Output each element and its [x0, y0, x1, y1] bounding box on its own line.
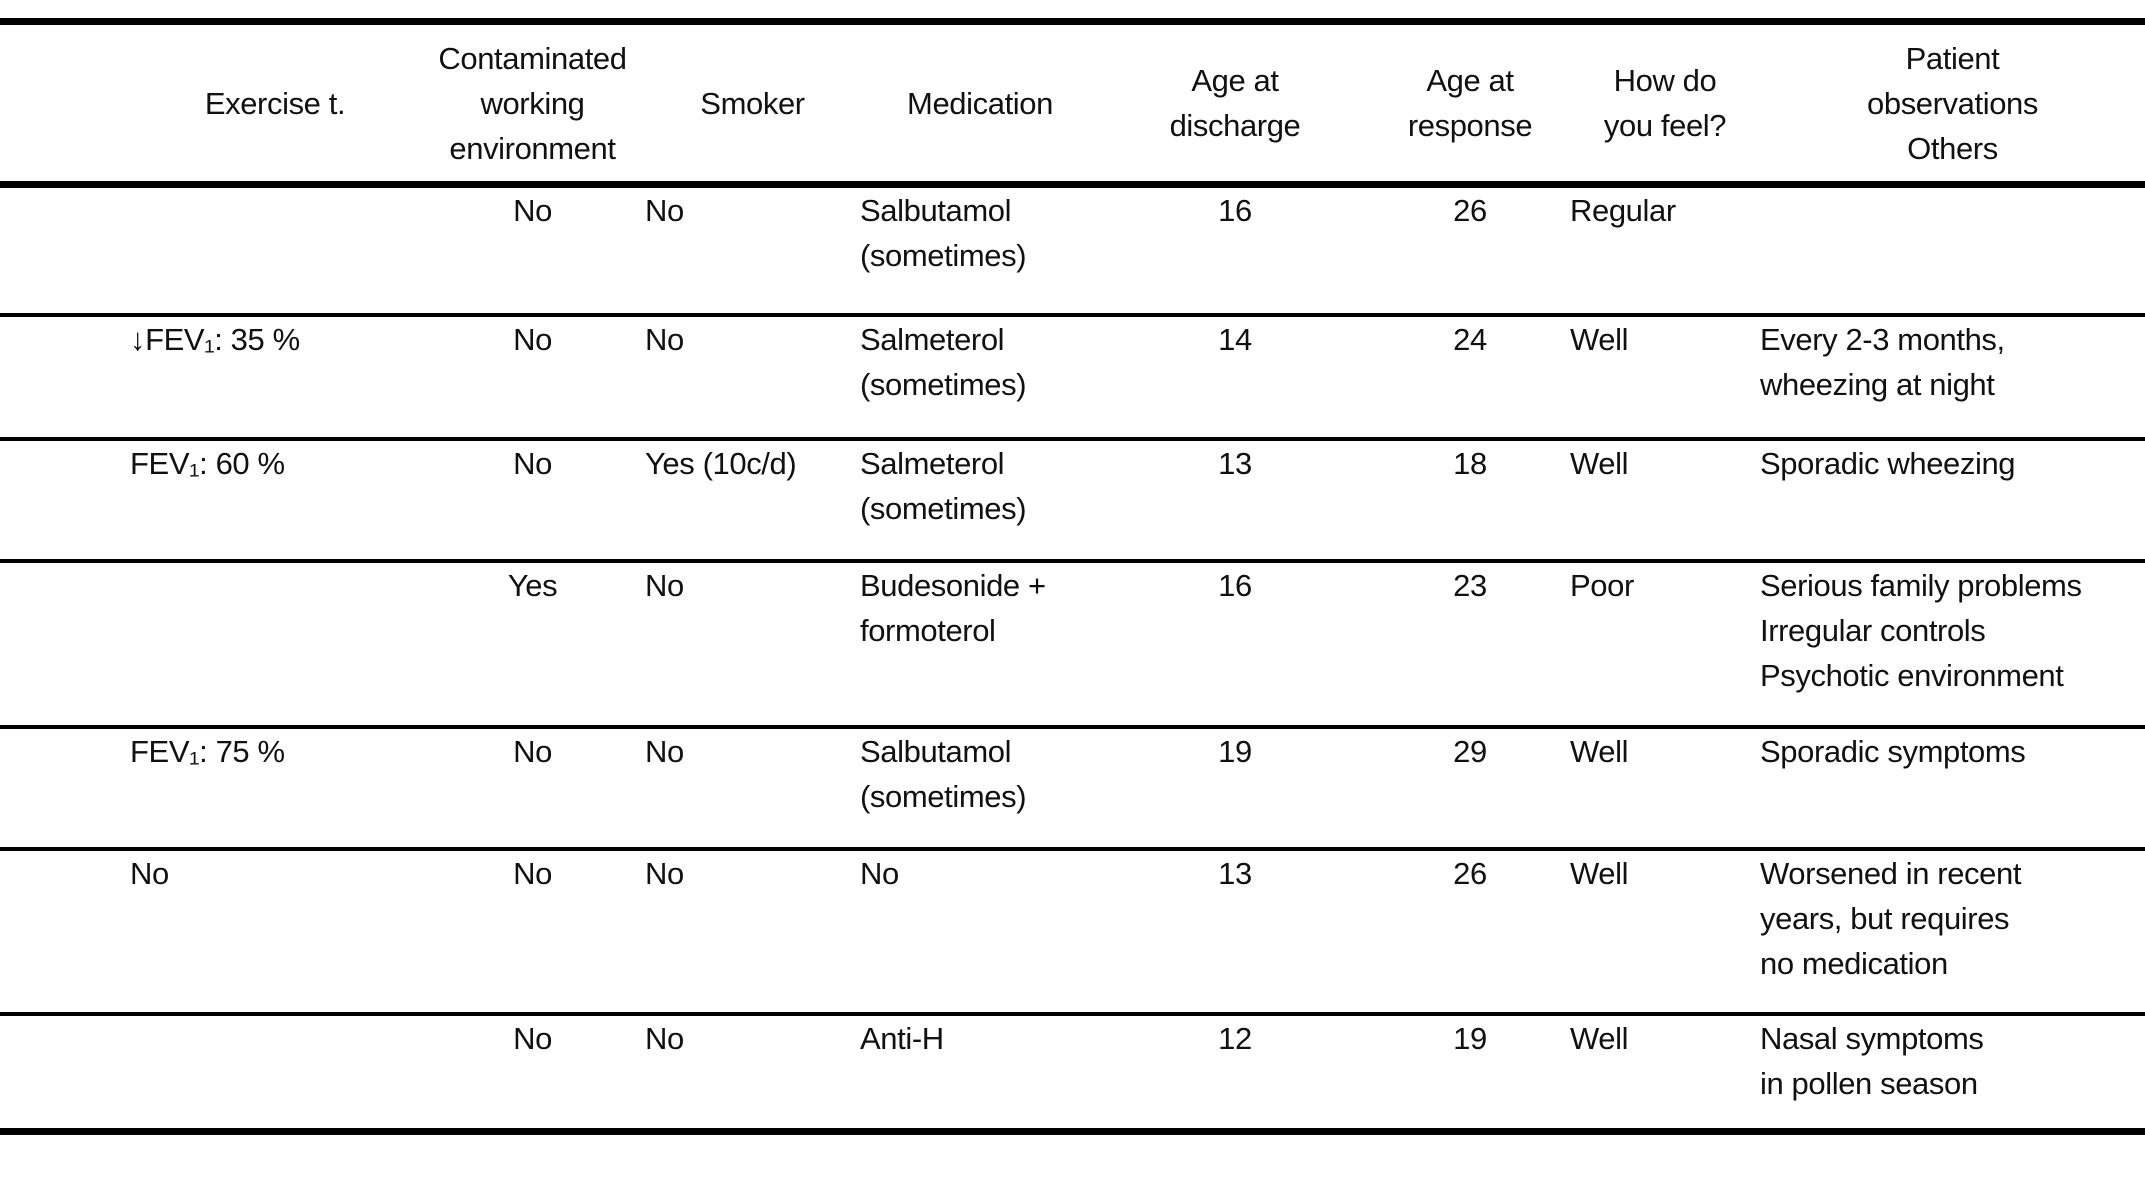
cell-patient-observations: Sporadic wheezing [1760, 445, 2016, 481]
cell-how-do-you-feel: Poor [1570, 567, 1634, 603]
table-header-row: Exercise t. Contaminated working environ… [0, 21, 2145, 185]
table-row: Yes No Budesonide + formoterol 16 23 Poo… [0, 561, 2145, 727]
cell-index [0, 185, 130, 315]
cell-patient-observations: Serious family problems Irregular contro… [1760, 567, 2082, 693]
cell-age-at-discharge: 19 [1218, 733, 1252, 769]
column-header-contaminated-environment: Contaminated working environment [438, 40, 627, 166]
column-header-medication: Medication [907, 85, 1053, 121]
cell-exercise-test: FEV₁: 60 % [130, 445, 285, 481]
cell-patient-observations: Worsened in recent years, but requires n… [1760, 855, 2022, 981]
cell-how-do-you-feel: Regular [1570, 193, 1676, 228]
column-header-patient-observations: Patient observations Others [1867, 40, 2038, 166]
cell-medication: Salbutamol (sometimes) [860, 733, 1027, 814]
cell-smoker: No [645, 733, 684, 769]
cell-contaminated-environment: No [513, 321, 552, 357]
cell-how-do-you-feel: Well [1570, 321, 1629, 357]
cell-contaminated-environment: No [513, 733, 552, 769]
table-row: FEV₁: 75 % No No Salbutamol (sometimes) … [0, 727, 2145, 849]
table-row: No No Anti-H 12 19 Well Nasal symptoms i… [0, 1014, 2145, 1132]
cell-age-at-response: 29 [1453, 733, 1487, 769]
cell-exercise-test [130, 185, 420, 315]
table-row: No No Salbutamol (sometimes) 16 26 Regul… [0, 185, 2145, 315]
cell-age-at-discharge: 13 [1218, 445, 1252, 481]
table-row: FEV₁: 60 % No Yes (10c/d) Salmeterol (so… [0, 439, 2145, 561]
cell-medication: Salbutamol (sometimes) [860, 193, 1027, 273]
cell-medication: Salmeterol (sometimes) [860, 321, 1027, 402]
cell-patient-observations [1760, 185, 2145, 315]
cell-smoker: No [645, 567, 684, 603]
cell-index [0, 727, 130, 849]
cell-age-at-response: 18 [1453, 445, 1487, 481]
cell-age-at-response: 23 [1453, 567, 1487, 603]
cell-age-at-discharge: 12 [1218, 1020, 1252, 1056]
cell-patient-observations: Sporadic symptoms [1760, 733, 2026, 769]
cell-index [0, 315, 130, 439]
cell-smoker: No [645, 321, 684, 357]
cell-age-at-discharge: 16 [1218, 193, 1252, 228]
cell-exercise-test: No [130, 855, 169, 891]
cell-contaminated-environment: No [513, 855, 552, 891]
cell-index [0, 849, 130, 1014]
cell-how-do-you-feel: Well [1570, 855, 1629, 891]
cell-medication: Budesonide + formoterol [860, 567, 1046, 648]
cell-contaminated-environment: Yes [507, 567, 558, 603]
cell-how-do-you-feel: Well [1570, 445, 1629, 481]
column-header-how-do-you-feel: How do you feel? [1603, 63, 1727, 143]
cell-contaminated-environment: No [513, 1020, 552, 1056]
table-row: No No No No 13 26 Well Worsened in recen… [0, 849, 2145, 1014]
table-row: ↓FEV₁: 35 % No No Salmeterol (sometimes)… [0, 315, 2145, 439]
cell-smoker: No [645, 193, 684, 228]
cell-patient-observations: Nasal symptoms in pollen season [1760, 1020, 1984, 1101]
column-header-exercise-test: Exercise t. [204, 85, 346, 121]
cell-exercise-test [130, 1014, 420, 1132]
cell-age-at-discharge: 16 [1218, 567, 1252, 603]
cell-age-at-discharge: 13 [1218, 855, 1252, 891]
cell-age-at-response: 19 [1453, 1020, 1487, 1056]
cell-smoker: Yes (10c/d) [645, 445, 797, 481]
cell-index [0, 1014, 130, 1132]
column-header-age-at-discharge: Age at discharge [1169, 63, 1301, 143]
cell-smoker: No [645, 1020, 684, 1056]
cell-age-at-response: 26 [1453, 193, 1487, 228]
cell-smoker: No [645, 855, 684, 891]
cell-medication: No [860, 855, 899, 891]
cell-index [0, 439, 130, 561]
cell-age-at-response: 26 [1453, 855, 1487, 891]
column-header-index [0, 22, 130, 185]
cell-contaminated-environment: No [513, 193, 552, 228]
cell-how-do-you-feel: Well [1570, 1020, 1629, 1056]
cell-how-do-you-feel: Well [1570, 733, 1629, 769]
column-header-age-at-response: Age at response [1407, 63, 1533, 143]
cell-patient-observations: Every 2-3 months, wheezing at night [1760, 321, 2005, 402]
case-follow-up-table: Exercise t. Contaminated working environ… [0, 18, 2145, 1135]
cell-exercise-test: FEV₁: 75 % [130, 733, 285, 769]
cell-contaminated-environment: No [513, 445, 552, 481]
cell-age-at-response: 24 [1453, 321, 1487, 357]
cell-exercise-test [130, 561, 420, 727]
cell-medication: Anti-H [860, 1020, 944, 1056]
cell-age-at-discharge: 14 [1218, 321, 1252, 357]
cell-medication: Salmeterol (sometimes) [860, 445, 1027, 526]
cell-index [0, 561, 130, 727]
column-header-smoker: Smoker [700, 85, 805, 121]
cell-exercise-test: ↓FEV₁: 35 % [130, 321, 300, 357]
